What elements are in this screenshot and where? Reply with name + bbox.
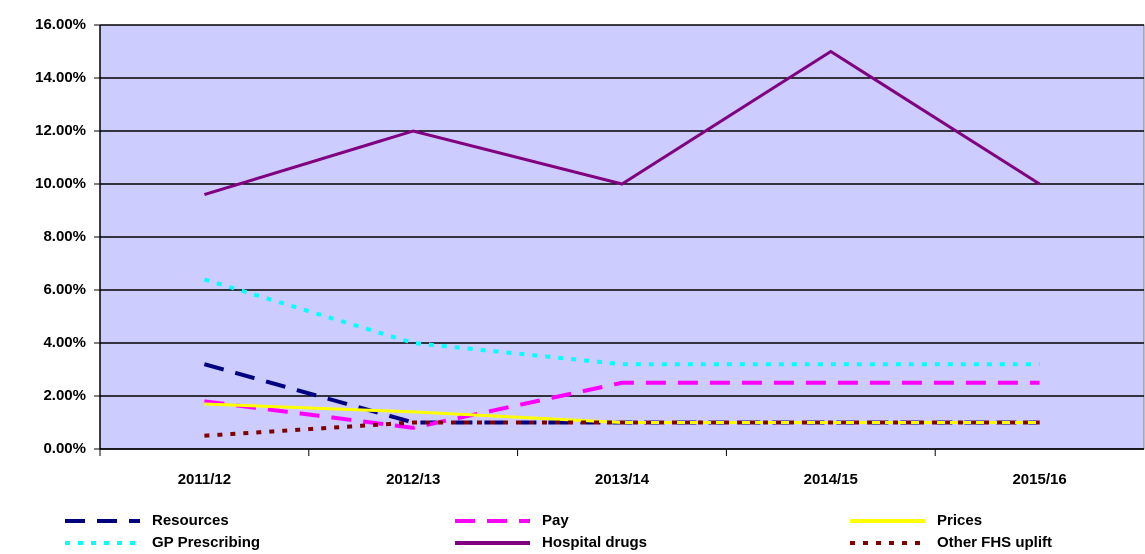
series-line <box>204 420 1040 438</box>
legend-label: Resources <box>152 512 229 529</box>
legend-label: Other FHS uplift <box>937 534 1052 551</box>
y-tick-label: 8.00% <box>43 228 86 245</box>
x-tick-label: 2015/16 <box>1012 471 1066 488</box>
y-tick-label: 16.00% <box>35 16 86 33</box>
x-tick-label: 2012/13 <box>386 471 440 488</box>
legend-label: GP Prescribing <box>152 534 260 551</box>
y-tick-label: 14.00% <box>35 69 86 86</box>
y-tick-label: 0.00% <box>43 440 86 457</box>
y-tick-label: 4.00% <box>43 334 86 351</box>
series-line <box>204 380 1040 430</box>
legend-label: Pay <box>542 512 569 529</box>
series-line <box>203 277 1040 367</box>
x-tick-label: 2013/14 <box>595 471 650 488</box>
y-tick-label: 12.00% <box>35 122 86 139</box>
x-tick-label: 2014/15 <box>804 471 858 488</box>
y-tick-label: 6.00% <box>43 281 86 298</box>
y-tick-label: 2.00% <box>43 387 86 404</box>
legend-label: Hospital drugs <box>542 534 647 551</box>
legend-label: Prices <box>937 512 982 529</box>
series-line <box>203 49 1041 197</box>
x-tick-label: 2011/12 <box>178 471 231 488</box>
y-tick-label: 10.00% <box>35 175 86 192</box>
